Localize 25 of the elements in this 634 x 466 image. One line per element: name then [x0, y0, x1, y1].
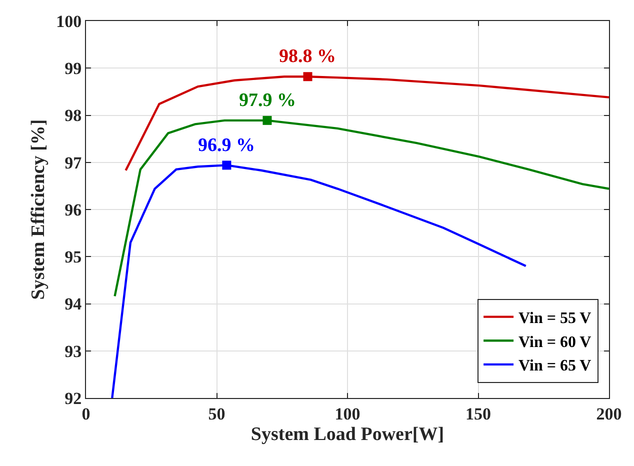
y-tick-label: 98: [64, 106, 82, 126]
annotation: 97.9 %: [239, 90, 296, 111]
annotation: 98.8 %: [279, 46, 336, 67]
x-tick-label: 100: [334, 404, 360, 424]
y-tick-label: 92: [64, 388, 82, 408]
y-tick-label: 97: [64, 153, 82, 172]
y-tick-label: 96: [64, 200, 82, 220]
x-tick-label: 50: [208, 404, 226, 424]
legend-label: Vin = 65 V: [518, 358, 592, 375]
point: [262, 116, 272, 125]
legend-label: Vin = 60 V: [518, 334, 592, 351]
y-tick-label: 94: [64, 294, 82, 314]
x-axis-title: System Load Power[W]: [250, 424, 444, 446]
y-tick-label: 99: [64, 59, 82, 78]
legend-label: Vin = 55 V: [518, 310, 592, 328]
y-tick-label: 93: [64, 342, 82, 361]
y-tick-label: 95: [64, 248, 82, 267]
y-tick-label: 100: [56, 12, 82, 31]
y-axis-title: System Efficiency [%]: [28, 119, 49, 300]
x-tick-label: 200: [596, 404, 622, 424]
x-tick-label: 0: [82, 404, 90, 424]
annotation: 96.9 %: [198, 135, 255, 156]
point: [222, 160, 232, 170]
x-tick-label: 150: [466, 404, 491, 424]
point: [303, 72, 312, 82]
